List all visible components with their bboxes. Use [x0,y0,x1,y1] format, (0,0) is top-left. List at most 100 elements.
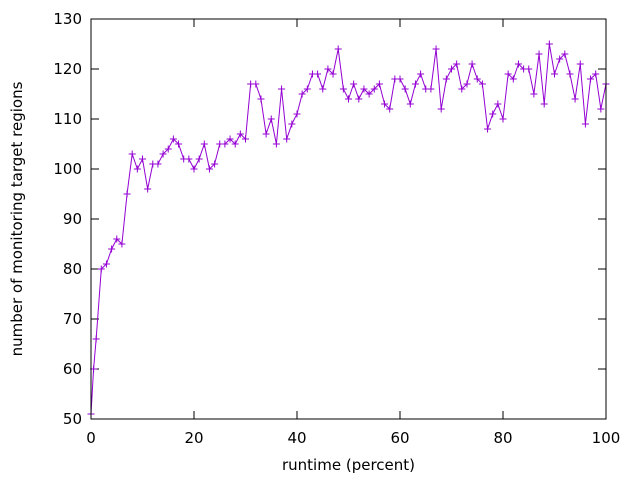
data-point [128,150,136,158]
data-point [324,65,332,73]
data-point [175,140,183,148]
data-point [514,60,522,68]
data-point [252,80,260,88]
x-tick-label: 20 [184,429,203,447]
data-point [427,85,435,93]
data-point [561,50,569,58]
data-point [468,60,476,68]
data-point [159,150,167,158]
data-point [597,105,605,113]
data-point [545,40,553,48]
y-tick-label: 60 [63,360,82,378]
data-point [540,100,548,108]
y-tick-label: 80 [63,260,82,278]
data-point [530,90,538,98]
plot-frame [90,18,607,420]
data-point [360,85,368,93]
data-point [242,135,249,143]
x-tick-label: 80 [493,429,512,447]
x-tick-label: 40 [287,429,306,447]
data-point [489,110,497,118]
data-point [350,80,358,88]
data-point [556,55,564,63]
data-point [473,75,481,83]
x-tick-label: 0 [86,429,96,447]
data-point [551,70,558,78]
y-tick-label: 50 [63,410,82,428]
series-markers [87,40,610,418]
data-point [535,50,543,58]
data-point [211,160,219,168]
y-tick-label: 100 [53,160,82,178]
data-point [303,85,311,93]
data-point [278,85,286,93]
data-point [375,80,383,88]
axis-tick-labels: 0 20 40 60 80 100 50 60 70 80 90 100 110 120 130 [53,10,620,447]
data-point [339,85,347,93]
data-point [185,155,193,163]
data-point [499,115,507,123]
data-point [314,70,322,78]
x-tick-label: 60 [390,429,409,447]
data-point [329,70,337,78]
data-point [566,70,574,78]
data-point [463,80,471,88]
data-point [355,95,363,103]
data-point [448,65,455,73]
data-point [190,165,198,173]
data-point [288,120,296,128]
series-line [90,43,607,415]
data-point [108,245,116,253]
data-point [406,100,414,108]
data-point [164,145,172,153]
data-point [437,105,445,113]
y-tick-label: 120 [53,60,82,78]
data-point [576,60,584,68]
data-point [133,165,141,173]
data-point [283,135,291,143]
data-point [231,140,239,148]
data-point [345,95,352,103]
data-point [401,85,409,93]
data-point [236,130,244,138]
y-tick-label: 130 [53,10,82,28]
y-tick-label: 70 [63,310,82,328]
data-point [386,105,394,113]
data-point [432,45,440,53]
data-point [257,95,265,103]
data-point [169,135,177,143]
data-point [525,65,533,73]
x-axis-label: runtime (percent) [282,456,415,474]
x-tick-label: 100 [592,429,621,447]
data-point [370,85,378,93]
data-point [139,155,146,163]
data-point [226,135,234,143]
data-point [365,90,373,98]
data-point [442,75,450,83]
data-point [102,260,110,268]
data-point [205,165,213,173]
y-tick-label: 110 [53,110,82,128]
y-axis-label: number of monitoring target regions [8,81,26,356]
data-point [458,85,466,93]
data-point [396,75,404,83]
data-point [484,125,492,133]
data-point [509,75,517,83]
data-point [154,160,162,168]
data-point [411,80,419,88]
data-point [267,115,275,123]
data-point [592,70,600,78]
data-point [571,95,579,103]
data-point [478,80,486,88]
data-point [272,140,280,148]
data-point [262,130,270,138]
data-point [123,190,131,198]
data-point [587,75,595,83]
data-point [118,240,126,248]
data-point [417,70,425,78]
data-point [453,60,461,68]
data-point [92,335,100,343]
data-point [144,185,152,193]
axis-ticks [90,18,607,420]
y-tick-label: 90 [63,210,82,228]
